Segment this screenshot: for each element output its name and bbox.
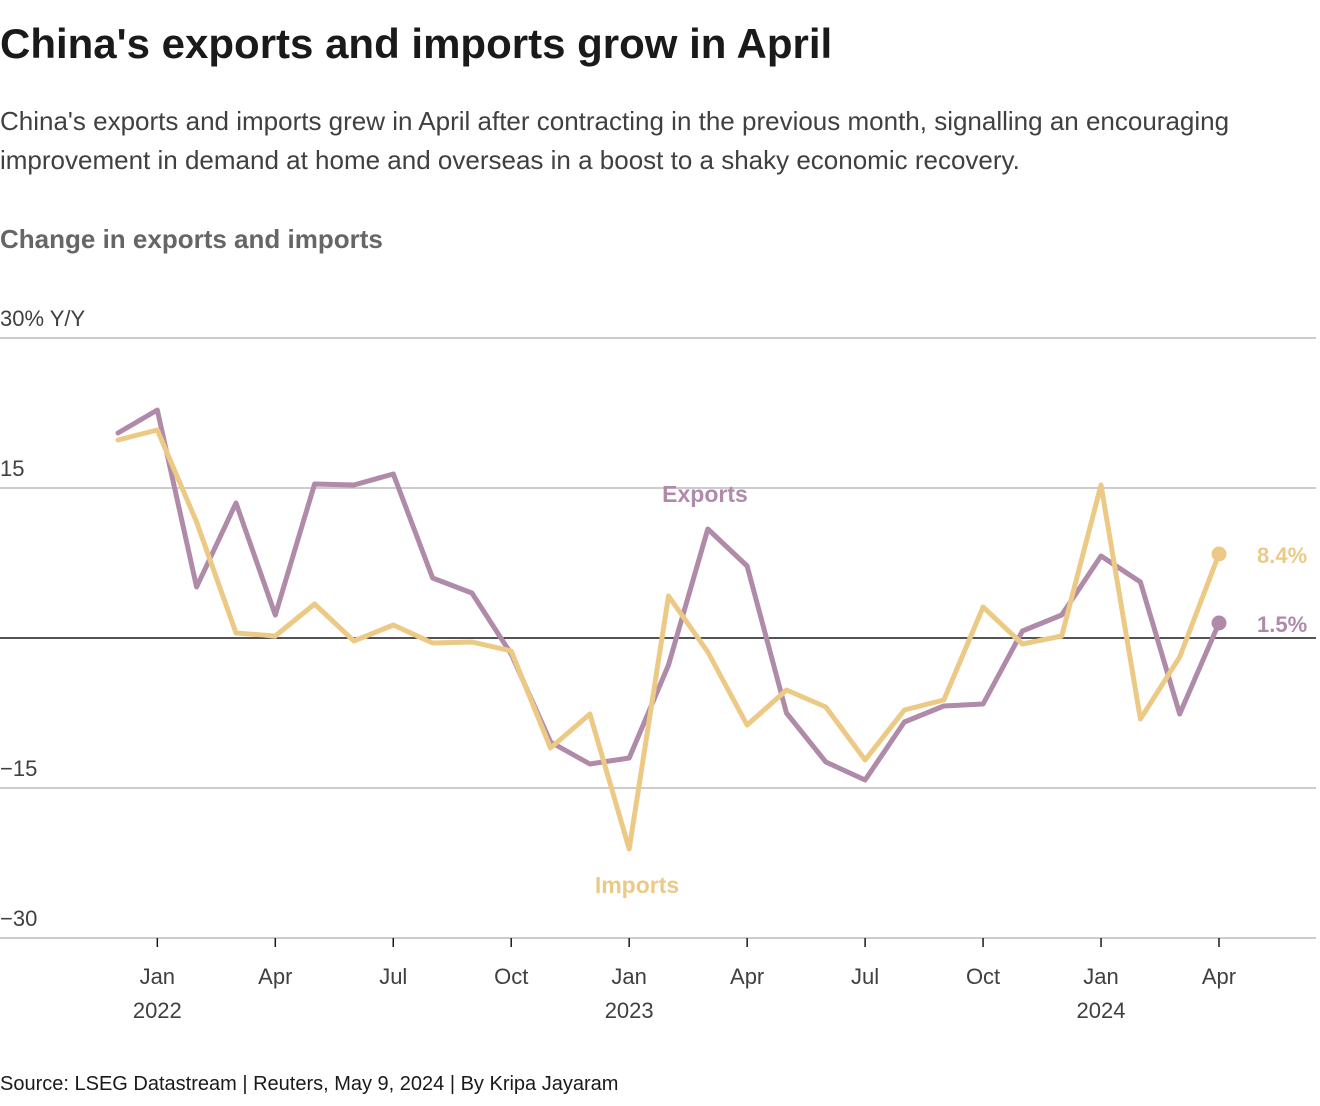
y-tick-label: 30% Y/Y [0, 306, 86, 331]
value-label: 8.4% [1257, 543, 1307, 568]
x-tick-label: Apr [717, 960, 777, 994]
end-point [1212, 616, 1227, 631]
x-tick-label: Jul [835, 960, 895, 994]
end-point [1212, 547, 1227, 562]
x-tick-label: Oct [953, 960, 1013, 994]
x-tick-label: Apr [245, 960, 305, 994]
legend-label: Exports [662, 481, 748, 507]
legend-label: Imports [595, 872, 679, 898]
x-tick-label: Jan 2023 [599, 960, 659, 1028]
x-tick-label: Jul [363, 960, 423, 994]
y-tick-label: −30 [0, 906, 37, 931]
y-tick-label: −15 [0, 756, 37, 781]
x-tick-label: Jan 2022 [127, 960, 187, 1028]
y-tick-label: 15 [0, 456, 24, 481]
x-tick-label: Jan 2024 [1071, 960, 1131, 1028]
source: Source: LSEG Datastream | Reuters, May 9… [0, 1073, 618, 1096]
x-tick-label: Oct [481, 960, 541, 994]
value-label: 1.5% [1257, 612, 1307, 637]
x-tick-label: Apr [1189, 960, 1249, 994]
